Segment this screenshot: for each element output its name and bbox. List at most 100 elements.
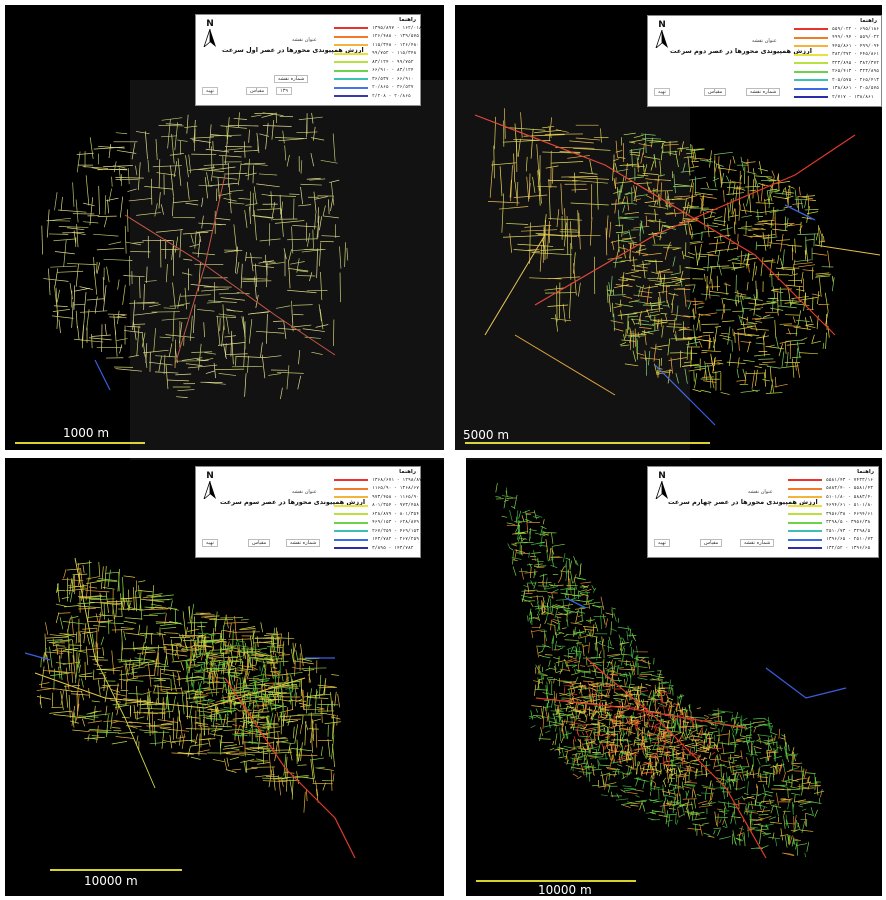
legend-range-label: ۴۶۹/۱۵۳ - ۶۲۸/۸۷۹ [372, 520, 420, 526]
legend-swatch [788, 538, 822, 541]
legend-row: ۳۲۳/۸۹۵ - ۳۸۲/۳۷۲ [794, 59, 879, 68]
legend-swatch [334, 547, 368, 550]
legend-row: ۴۹۹/۰۹۴ - ۵۵۹/۰۲۲ [794, 34, 879, 43]
legend-row: ۲۰/۸۶۵ - ۳۶/۵۳۷ [334, 84, 422, 93]
legend-row: ۵۸۸۳/۴۰ - ۵۵۸۱/۴۳ [788, 485, 873, 494]
legend-range-label: ۱۳۹۶/۶۵ - ۲۵۱۰/۷۳ [826, 537, 874, 543]
legend-swatch [794, 45, 828, 48]
legend-swatch [788, 504, 822, 507]
legend-range-label: ۳۲۳/۸۹۵ - ۳۸۲/۳۷۲ [832, 60, 880, 66]
legend-range-label: ۵۱۰۱/۸۰ - ۵۸۸۳/۴۰ [826, 494, 874, 500]
legend-heading: راهنما [860, 18, 877, 24]
map-title: ارزش همپیوندی محورها در عصر دوم سرعت [670, 47, 812, 55]
scale-bar: 1000 m [15, 426, 145, 446]
legend-swatch [334, 530, 368, 533]
legend-swatch [794, 28, 828, 31]
legend-row: ۵۵۸۱/۴۳ - ۷۴۳۳/۱۶ [788, 476, 873, 485]
legend-range-label: ۱۴۳/۷۸۲ - ۲۶۷/۲۵۹ [372, 537, 420, 543]
legend-row: ۴۶۹/۱۵۳ - ۶۲۸/۸۷۹ [334, 519, 422, 528]
road-network-map [495, 482, 847, 859]
legend-range-label: ۱۳۹۵/۸۹۷ - ۱۶۲/۰۱۸ [372, 25, 422, 31]
meta-field: تهیه [202, 87, 218, 95]
legend-swatch [794, 79, 828, 82]
legend-swatch [788, 496, 822, 499]
legend-swatch [334, 504, 368, 507]
legend-row: ۸۳/۱۲۴ - ۹۹/۷۵۲ [334, 58, 422, 67]
legend-range-label: ۵۸۸۳/۴۰ - ۵۵۸۱/۴۳ [826, 486, 874, 492]
scale-bar: 5000 m [463, 428, 710, 446]
legend-swatch [334, 479, 368, 482]
legend-row: ۳/۸۹۵ - ۱۴۳/۷۸۲ [334, 544, 422, 553]
legend-swatch [334, 69, 368, 72]
legend-swatch [334, 35, 368, 38]
road-network-map [474, 108, 881, 426]
legend-row: ۱۲۶/۴۸۸ - ۱۳۹/۵۷۵ [334, 33, 422, 42]
legend-range-label: ۶۶/۹۱۰ - ۸۳/۱۲۴ [372, 68, 414, 74]
legend-range-label: ۱۲۶/۴۸۸ - ۱۳۹/۵۷۵ [372, 34, 420, 40]
legend-swatch [334, 52, 368, 55]
legend-swatch [334, 538, 368, 541]
legend-row: ۹۹/۷۵۲ - ۱۱۵/۳۴۸ [334, 50, 422, 59]
legend-range-label: ۱۳۶۸/۶۷۱ - ۱۲۹۸/۸۷ [372, 477, 422, 483]
scale-bar: 10000 m [476, 877, 636, 896]
meta-field: مقیاس [700, 539, 723, 547]
legend-range-label: ۸۳/۱۲۴ - ۹۹/۷۵۲ [372, 59, 414, 65]
legend-row: ۶۲۸/۸۷۹ - ۸۰۱/۳۵۴ [334, 510, 422, 519]
legend-row: ۳۶/۵۳۷ - ۶۶/۹۱۰ [334, 75, 422, 84]
map-title-caption: عنوان نقشه [292, 489, 317, 495]
legend-range-label: ۲۶۷/۲۵۹ - ۴۶۹/۱۵۳ [372, 528, 420, 534]
meta-field: شماره نقشه [746, 88, 781, 96]
map-legend: N عنوان نقشه ارزش همپیوندی محورها در عصر… [647, 15, 882, 107]
legend-row: ۱۳۹۶/۶۵ - ۲۵۱۰/۷۳ [788, 536, 873, 545]
map-panel-era4: N عنوان نقشه ارزش همپیوندی محورها در عصر… [466, 458, 882, 896]
legend-row: ۶۶/۹۱۰ - ۸۳/۱۲۴ [334, 67, 422, 76]
legend-rows: ۵۵۸۱/۴۳ - ۷۴۳۳/۱۶ ۵۸۸۳/۴۰ - ۵۵۸۱/۴۳ ۵۱۰۱/۸… [788, 476, 873, 553]
legend-range-label: ۱۱۶۵/۹۰ - ۱۳۶۸/۶۷ [372, 486, 420, 492]
legend-row: ۱۴۳/۷۸۲ - ۲۶۷/۲۵۹ [334, 536, 422, 545]
north-arrow-icon: N [201, 19, 219, 51]
legend-swatch [334, 513, 368, 516]
north-arrow-icon: N [201, 471, 219, 503]
legend-range-label: ۳/۸۹۵ - ۱۴۳/۷۸۲ [372, 545, 414, 551]
legend-row: ۹۷۳/۴۵۸ - ۱۱۶۵/۹۰ [334, 493, 422, 502]
legend-row: ۲/۷۱۷ - ۱۳۸/۸۶۱ [794, 93, 879, 102]
legend-range-label: ۳۹۵۶/۳۸ - ۴۶۹۴/۶۱ [826, 511, 874, 517]
meta-field: مقیاس [704, 88, 727, 96]
north-arrow-icon: N [653, 20, 671, 52]
road-network-map [24, 557, 356, 859]
legend-row: ۲۶۵/۴۱۳ - ۳۲۳/۸۹۵ [794, 68, 879, 77]
legend-range-label: ۲۶۵/۴۱۳ - ۳۲۳/۸۹۵ [832, 69, 880, 75]
meta-field: ۱۳۹ [276, 87, 293, 95]
meta-field: تهیه [654, 88, 670, 96]
legend-swatch [788, 487, 822, 490]
legend-swatch [334, 95, 368, 98]
legend-swatch [794, 62, 828, 65]
legend-range-label: ۴۹۹/۰۹۴ - ۵۵۹/۰۲۲ [832, 35, 880, 41]
map-legend: N عنوان نقشه ارزش همپیوندی محورها در عصر… [195, 466, 422, 558]
legend-swatch [788, 530, 822, 533]
map-title-caption: عنوان نقشه [748, 489, 773, 495]
legend-swatch [334, 61, 368, 64]
legend-row: ۸۰۱/۳۵۴ - ۹۷۳/۴۵۸ [334, 502, 422, 511]
map-panel-era3: N عنوان نقشه ارزش همپیوندی محورها در عصر… [5, 458, 444, 896]
road-network-map [41, 112, 349, 400]
north-arrow-icon: N [653, 471, 671, 503]
legend-row: ۵۵۹/۰۲۲ - ۶۹۵/۱۸۶ [794, 25, 879, 34]
map-panel-era2: N عنوان نقشه ارزش همپیوندی محورها در عصر… [455, 5, 882, 450]
legend-swatch [794, 96, 828, 99]
legend-row: ۲/۲۰۸ - ۲۰/۸۶۵ [334, 92, 422, 101]
legend-range-label: ۳۲۹۸/۵ - ۳۹۵۶/۳۸ [826, 520, 871, 526]
legend-row: ۲۶۷/۲۵۹ - ۴۶۹/۱۵۳ [334, 527, 422, 536]
legend-swatch [334, 27, 368, 30]
map-title: ارزش همپیوندی محورها در عصر چهارم سرعت [668, 498, 818, 506]
scale-label: 10000 m [84, 874, 138, 888]
meta-field: مقیاس [246, 87, 269, 95]
legend-swatch [794, 87, 828, 90]
legend-rows: ۵۵۹/۰۲۲ - ۶۹۵/۱۸۶ ۴۹۹/۰۹۴ - ۵۵۹/۰۲۲ ۴۴۵/۸۶… [794, 25, 879, 102]
legend-row: ۱۳۹۵/۸۹۷ - ۱۶۲/۰۱۸ [334, 24, 422, 33]
legend-range-label: ۲/۲۰۸ - ۲۰/۸۶۵ [372, 93, 411, 99]
legend-swatch [334, 78, 368, 81]
legend-range-label: ۸۰۱/۳۵۴ - ۹۷۳/۴۵۸ [372, 503, 420, 509]
legend-range-label: ۱۳۲/۵۲ - ۱۳۹۶/۶۵ [826, 545, 871, 551]
legend-row: ۴۶۹۴/۶۱ - ۵۱۰۱/۸۰ [788, 502, 873, 511]
